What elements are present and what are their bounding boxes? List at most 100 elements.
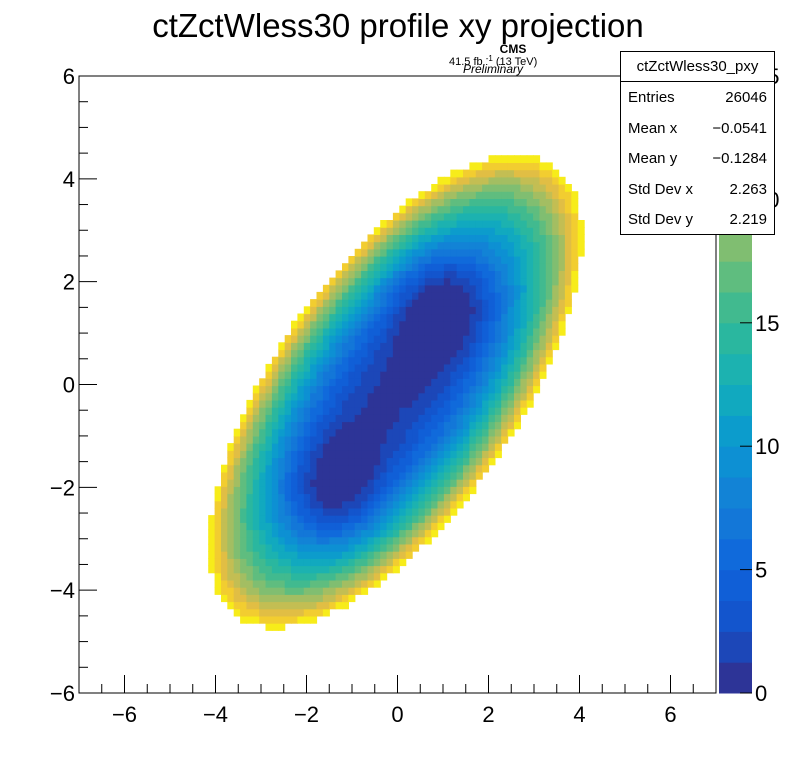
heatmap-cell [271,428,279,437]
heatmap-cell [558,227,566,235]
heatmap-cell [520,205,528,214]
heatmap-cell [501,392,509,401]
heatmap-cell [335,529,343,538]
heatmap-cell [335,601,343,610]
heatmap-cell [246,615,254,624]
heatmap-cell [233,500,241,509]
heatmap-cell [482,399,490,408]
heatmap-cell [399,277,407,286]
heatmap-cell [386,220,394,228]
heatmap-cell [367,414,375,423]
heatmap-cell [271,392,279,401]
heatmap-cell [227,486,235,495]
heatmap-cell [291,515,298,523]
heatmap-cell [405,457,413,466]
heatmap-cell [443,234,451,243]
heatmap-cell [259,515,267,523]
heatmap-cell [405,493,413,502]
heatmap-cell [303,327,311,336]
heatmap-cell [291,428,298,437]
heatmap-cell [252,471,260,480]
heatmap-cell [399,428,407,437]
heatmap-cell [450,421,458,430]
heatmap-cell [475,313,483,322]
heatmap-cell [412,522,420,531]
heatmap-cell [482,227,490,235]
heatmap-cell [322,486,330,495]
heatmap-cell [322,435,330,444]
heatmap-cell [310,363,318,372]
heatmap-cell [431,256,439,264]
heatmap-cell [380,414,388,423]
heatmap-cell [233,515,241,523]
heatmap-cell [265,536,273,545]
heatmap-cell [303,608,311,617]
heatmap-cell [399,313,407,322]
heatmap-cell [380,421,388,430]
heatmap-cell [558,205,566,214]
heatmap-cell [291,450,298,459]
heatmap-cell [240,507,248,516]
heatmap-cell [520,184,528,192]
heatmap-cell [310,507,318,516]
heatmap-cell [475,212,483,221]
heatmap-cell [380,536,388,545]
heatmap-cell [348,443,356,451]
heatmap-cell [469,270,477,279]
heatmap-cell [348,327,356,336]
heatmap-cell [501,320,509,329]
stats-title: ctZctWless30_pxy [621,52,774,82]
heatmap-cell [405,256,413,264]
heatmap-cell [265,457,273,466]
heatmap-cell [335,450,343,459]
heatmap-cell [380,227,388,235]
heatmap-cell [246,421,254,430]
heatmap-cell [450,464,458,473]
heatmap-cell [386,306,394,315]
heatmap-cell [463,234,470,243]
heatmap-cell [386,551,394,559]
heatmap-cell [520,335,528,343]
heatmap-cell [316,594,324,603]
heatmap-cell [431,212,439,221]
heatmap-cell [380,349,388,358]
heatmap-cell [392,277,400,286]
heatmap-cell [373,371,381,379]
heatmap-cell [335,435,343,444]
heatmap-cell [335,270,343,279]
heatmap-cell [380,486,388,495]
heatmap-cell [437,356,445,365]
heatmap-cell [405,335,413,343]
heatmap-cell [373,385,381,394]
heatmap-cell [342,421,349,430]
heatmap-cell [291,565,298,574]
heatmap-cell [431,471,439,480]
heatmap-cell [526,227,534,235]
heatmap-cell [208,565,216,574]
heatmap-cell [348,371,356,379]
heatmap-cell [418,320,426,329]
heatmap-cell [514,284,521,293]
heatmap-cell [386,385,394,394]
heatmap-cell [539,291,547,300]
heatmap-cell [214,558,222,567]
heatmap-cell [246,428,254,437]
heatmap-cell [558,263,566,271]
heatmap-cell [342,543,349,552]
heatmap-cell [361,464,369,473]
heatmap-cell [424,277,432,286]
heatmap-cell [297,421,305,430]
heatmap-cell [335,522,343,531]
heatmap-cell [322,356,330,365]
heatmap-cell [284,493,292,502]
heatmap-cell [348,256,356,264]
heatmap-cell [284,407,292,415]
heatmap-cell [405,443,413,451]
heatmap-cell [259,572,267,581]
heatmap-cell [475,191,483,199]
heatmap-cell [520,277,528,286]
heatmap-cell [373,399,381,408]
heatmap-cell [552,169,560,178]
heatmap-cell [482,169,490,178]
heatmap-cell [329,486,337,495]
